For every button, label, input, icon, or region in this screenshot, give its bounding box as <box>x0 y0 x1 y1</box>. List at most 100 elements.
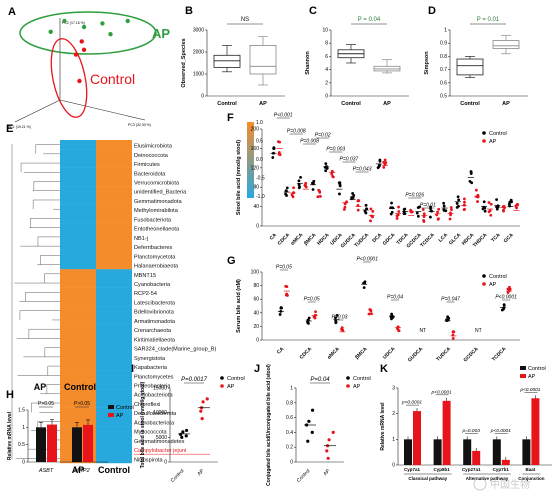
ap-data-point <box>422 215 426 219</box>
panel-d: 0.5 0.6 0.7 0.8 0.9 1 Simpson Control AP P = 0.01 <box>424 17 528 107</box>
ap-data-point <box>201 400 205 404</box>
ap-data-point <box>382 165 386 169</box>
panel-i-y-tick-label: 5000 <box>156 435 167 441</box>
control-data-point <box>364 211 368 215</box>
taxon-label: Acidobacteriota <box>134 393 173 399</box>
ap-data-point <box>383 158 387 162</box>
ap-data-point <box>370 214 373 218</box>
control-data-point <box>351 192 355 195</box>
heatmap-cell <box>96 416 132 427</box>
legend-ap-label: AP <box>489 282 497 288</box>
taxon-label: Chloroflexi <box>134 402 160 408</box>
heatmap-cell <box>60 167 96 178</box>
x-tick-label: TCDCA <box>419 232 436 249</box>
ap-data-point <box>437 207 441 211</box>
control-bar <box>72 427 82 462</box>
p-value-label: P=0.05 <box>304 297 320 303</box>
y-axis-label: Shannon <box>305 51 311 75</box>
control-data-point <box>279 306 283 309</box>
panel-j-y-tick-label: 0 <box>290 460 293 466</box>
legend-ap-label: AP <box>353 384 361 390</box>
control-data-point <box>445 319 449 322</box>
heatmap-cell <box>96 186 132 196</box>
top-group-label: Control <box>64 382 96 392</box>
x-tick-label: TCA <box>490 232 502 244</box>
taxon-label: NB1-j <box>134 236 148 242</box>
p-value-label: P=0.04 <box>310 377 330 383</box>
x-tick-label: AP <box>502 101 510 107</box>
x-tick-label: AP <box>383 101 391 107</box>
p-value-label: p<0.0001 <box>401 400 422 406</box>
p-value-label: P=0.047 <box>441 297 460 303</box>
x-tick-label: AP <box>259 101 267 107</box>
ap-data-point <box>313 316 317 320</box>
legend-control-swatch <box>108 405 114 409</box>
heatmap-cell <box>60 416 96 427</box>
panel-letter-c: C <box>309 5 317 17</box>
pc1-label: PC1 (19.21 %) <box>8 125 31 129</box>
control-data-point <box>483 209 487 213</box>
ap-data-point <box>515 203 519 207</box>
heatmap-cell <box>96 167 132 178</box>
panel-b-y-tick-label: 1000 <box>193 72 204 78</box>
taxon-label: Kiritimatiellaeota <box>134 337 176 343</box>
panel-i-y-tick-label: 10000 <box>153 410 167 416</box>
heatmap-cell <box>60 361 96 371</box>
legend-control-label: Control <box>489 274 507 280</box>
ap-data-point <box>200 416 204 421</box>
heatmap-cell <box>96 204 132 215</box>
taxon-label: RCP2-54 <box>134 291 157 297</box>
top-group-label: AP <box>34 382 47 392</box>
legend-ap-swatch <box>108 413 114 417</box>
legend-control-label: Control <box>489 131 507 137</box>
ap-data-point <box>369 219 372 223</box>
ap-data-point <box>451 336 455 340</box>
heatmap-cell <box>96 343 132 353</box>
control-data-point <box>415 211 419 215</box>
ap-data-point <box>462 208 466 212</box>
legend-ap-label: AP <box>227 384 235 390</box>
panel-d-y-tick-label: 0.7 <box>440 67 447 73</box>
ap-data-point <box>395 214 399 218</box>
control-data-point <box>482 200 486 204</box>
ap-data-point <box>342 208 346 211</box>
p-value-label: P = 0.01 <box>477 17 500 23</box>
control-bar <box>492 439 501 465</box>
x-tick-label: Baat <box>526 467 536 472</box>
panel-i: 0 5000 10000 15000 Total bile acid in stool … <box>140 376 245 484</box>
not-tested-label: NT <box>419 328 426 334</box>
heatmap-cell <box>60 343 96 353</box>
taxon-label: Firmicutes <box>134 162 160 168</box>
panel-d-y-tick-label: 0.9 <box>440 41 447 47</box>
taxon-label: Gemmatimonadetes <box>134 439 185 445</box>
control-data-point <box>334 316 337 320</box>
control-data-point <box>468 179 472 183</box>
ap-ellipse <box>19 11 157 55</box>
heatmap-cell <box>96 241 132 251</box>
heatmap-cell <box>60 379 96 390</box>
ap-data-point <box>437 217 440 221</box>
x-tick-label: MRP2 <box>74 468 89 474</box>
heatmap-cell <box>60 352 96 362</box>
ap-data-point <box>325 449 329 453</box>
ap-data-point <box>462 197 466 201</box>
p-value-label: P>0.05 <box>74 401 90 407</box>
control-data-point <box>418 205 421 209</box>
panel-h: AP Control 0 0.5 1 1.5 Relative mRNA level ASBT… <box>7 382 134 474</box>
panel-f-y-tick-label: 200 <box>251 127 260 133</box>
control-data-point <box>271 156 275 159</box>
ap-sample-point <box>108 32 113 37</box>
heatmap-cell <box>60 223 96 233</box>
control-sample-point <box>77 78 82 84</box>
heatmap-cell <box>96 269 132 279</box>
control-bar <box>433 439 442 465</box>
panel-g-y-tick-label: 100 <box>251 270 260 276</box>
heatmap-cell <box>60 296 96 307</box>
ap-data-point <box>314 310 317 314</box>
heatmap-cell <box>96 176 132 187</box>
legend-ap-label: AP <box>489 139 497 145</box>
panel-g-y-tick-label: 0 <box>256 338 259 344</box>
y-axis-label: Relative mRNA level <box>380 402 386 451</box>
ap-data-point <box>476 193 480 197</box>
ap-data-point <box>317 188 321 192</box>
